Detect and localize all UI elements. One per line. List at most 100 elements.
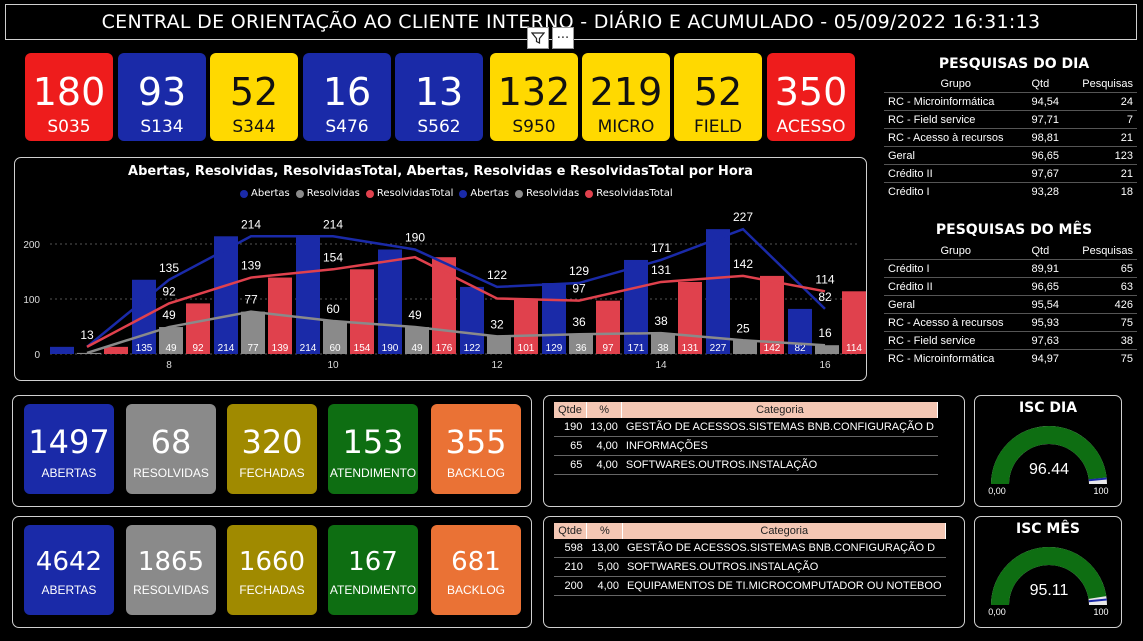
table-cell: 4,00 <box>586 436 622 456</box>
table-row[interactable]: 200 4,00 EQUIPAMENTOS DE TI.MICROCOMPUTADO… <box>554 576 946 596</box>
kpi-card-s134: 93 S134 <box>118 53 206 141</box>
table-cell: 18 <box>1068 182 1137 200</box>
bar-resolvidas-total[interactable] <box>350 269 374 354</box>
filter-icon[interactable] <box>527 27 549 49</box>
summary-label: ABERTAS <box>41 583 97 597</box>
kpi-label: S950 <box>512 117 556 137</box>
bar-abertas[interactable] <box>214 236 238 354</box>
legend-item[interactable]: ResolvidasTotal <box>585 188 673 199</box>
table-row[interactable]: Geral 95,54 426 <box>884 295 1137 314</box>
summary-card-atendimento: 167 ATENDIMENTO <box>328 525 418 615</box>
column-header[interactable]: % <box>586 523 624 539</box>
kpi-card-s562: 13 S562 <box>395 53 483 141</box>
point-value-label: 38 <box>654 314 668 328</box>
table-cell: RC - Acesso à recursos <box>884 128 1028 147</box>
point-value-label: 122 <box>487 268 507 282</box>
legend-item[interactable]: Abertas <box>459 188 509 199</box>
bar-resolvidas-total[interactable] <box>678 281 702 354</box>
x-tick-label: 16 <box>819 360 831 371</box>
table-row[interactable]: 598 13,00 GESTÃO DE ACESSOS.SISTEMAS BNB.C… <box>554 539 946 558</box>
bar-resolvidas-total[interactable] <box>432 257 456 354</box>
column-header[interactable]: Qtde <box>554 523 588 539</box>
bar-resolvidas-total[interactable] <box>186 303 210 354</box>
bar-abertas[interactable] <box>624 259 648 354</box>
bar-abertas[interactable] <box>378 249 402 355</box>
column-header[interactable]: Categoria <box>622 523 946 539</box>
category-monthly-table: Qtde% Categoria 598 13,00 GESTÃO DE ACESSOS.… <box>554 523 946 596</box>
legend-item[interactable]: ResolvidasTotal <box>365 188 453 199</box>
bar-resolvidas[interactable] <box>487 336 511 354</box>
bar-resolvidas[interactable] <box>241 311 265 354</box>
summary-card-backlog: 681 BACKLOG <box>431 525 521 615</box>
table-row[interactable]: Crédito II 97,67 21 <box>884 164 1137 183</box>
table-row[interactable]: 65 4,00 INFORMAÇÕES <box>554 436 938 456</box>
bar-abertas[interactable] <box>296 236 320 354</box>
summary-card-resolvidas: 68 RESOLVIDAS <box>126 404 216 494</box>
legend-item[interactable]: Resolvidas <box>515 188 579 199</box>
table-row[interactable]: RC - Acesso à recursos 98,81 21 <box>884 128 1137 147</box>
bar-resolvidas-total[interactable] <box>104 346 128 354</box>
column-header[interactable]: Qtde <box>554 402 587 418</box>
table-row[interactable]: RC - Field service 97,71 7 <box>884 110 1137 129</box>
legend-item[interactable]: Abertas <box>240 188 290 199</box>
column-header[interactable]: Grupo <box>940 245 972 257</box>
bar-value-label: 154 <box>354 343 371 354</box>
table-row[interactable]: RC - Microinformática 94,54 24 <box>884 92 1137 111</box>
table-row[interactable]: Crédito I 89,91 65 <box>884 259 1137 278</box>
summary-card-fechadas: 320 FECHADAS <box>227 404 317 494</box>
table-cell: 75 <box>1068 313 1137 332</box>
column-header[interactable]: Pesquisas <box>1082 245 1133 257</box>
point-value-label: 92 <box>162 284 176 298</box>
table-row[interactable]: RC - Microinformática 94,97 75 <box>884 349 1137 367</box>
bar-resolvidas[interactable] <box>323 321 347 354</box>
more-options-icon[interactable]: ··· <box>552 27 574 49</box>
table-row[interactable]: 65 4,00 SOFTWARES.OUTROS.INSTALAÇÃO <box>554 455 938 475</box>
column-header[interactable]: Qtd <box>1031 245 1050 257</box>
bar-resolvidas[interactable] <box>405 327 429 354</box>
column-header[interactable]: Categoria <box>621 402 939 418</box>
bar-abertas[interactable] <box>460 286 484 354</box>
bar-resolvidas-total[interactable] <box>514 298 538 354</box>
bar-abertas[interactable] <box>788 308 812 354</box>
column-header[interactable]: % <box>586 402 623 418</box>
line-resolvidas <box>86 310 826 355</box>
hourly-chart-panel: Abertas, Resolvidas, ResolvidasTotal, Ab… <box>14 157 867 381</box>
kpi-label: S134 <box>140 117 184 137</box>
column-header[interactable]: Qtd <box>1031 78 1050 90</box>
table-row[interactable]: Crédito II 96,65 63 <box>884 277 1137 296</box>
table-row[interactable]: 210 5,00 SOFTWARES.OUTROS.INSTALAÇÃO <box>554 557 946 577</box>
kpi-card-s344: 52 S344 <box>210 53 298 141</box>
point-value-label: 32 <box>490 317 504 331</box>
table-row[interactable]: RC - Acesso à recursos 95,93 75 <box>884 313 1137 332</box>
bar-resolvidas-total[interactable] <box>842 291 866 354</box>
bar-value-label: 171 <box>628 343 645 354</box>
column-header[interactable]: Grupo <box>940 78 972 90</box>
kpi-card-acesso: 350 ACESSO <box>767 53 855 141</box>
bar-abertas[interactable] <box>706 229 730 354</box>
table-row[interactable]: RC - Field service 97,63 38 <box>884 331 1137 350</box>
isc-dia-gauge: 96.44 0,00 100 <box>988 426 1109 496</box>
table-row[interactable]: 190 13,00 GESTÃO DE ACESSOS.SISTEMAS BNB.C… <box>554 418 938 437</box>
table-row[interactable]: Crédito I 93,28 18 <box>884 182 1137 200</box>
bar-resolvidas[interactable] <box>815 345 839 354</box>
kpi-card-micro: 219 MICRO <box>582 53 670 141</box>
bar-resolvidas-total[interactable] <box>596 300 620 354</box>
table-cell: 38 <box>1068 331 1137 350</box>
column-header[interactable]: Pesquisas <box>1082 78 1133 90</box>
bar-abertas[interactable] <box>542 283 566 354</box>
bar-resolvidas[interactable] <box>569 334 593 354</box>
table-header-row: Qtde% Categoria <box>554 402 939 418</box>
bar-value-label: 82 <box>794 343 806 354</box>
summary-label: RESOLVIDAS <box>133 466 209 480</box>
bar-abertas[interactable] <box>50 346 74 354</box>
bar-value-label: 139 <box>272 343 289 354</box>
table-cell: 13,00 <box>586 539 623 558</box>
bar-resolvidas[interactable] <box>733 340 757 354</box>
table-cell: 94,97 <box>1027 349 1069 367</box>
table-cell: 200 <box>554 576 587 596</box>
table-row[interactable]: Geral 96,65 123 <box>884 146 1137 165</box>
legend-item[interactable]: Resolvidas <box>295 188 360 199</box>
bar-resolvidas[interactable] <box>159 327 183 354</box>
bar-resolvidas[interactable] <box>651 333 675 354</box>
gauge-max-label: 100 <box>1093 486 1108 496</box>
